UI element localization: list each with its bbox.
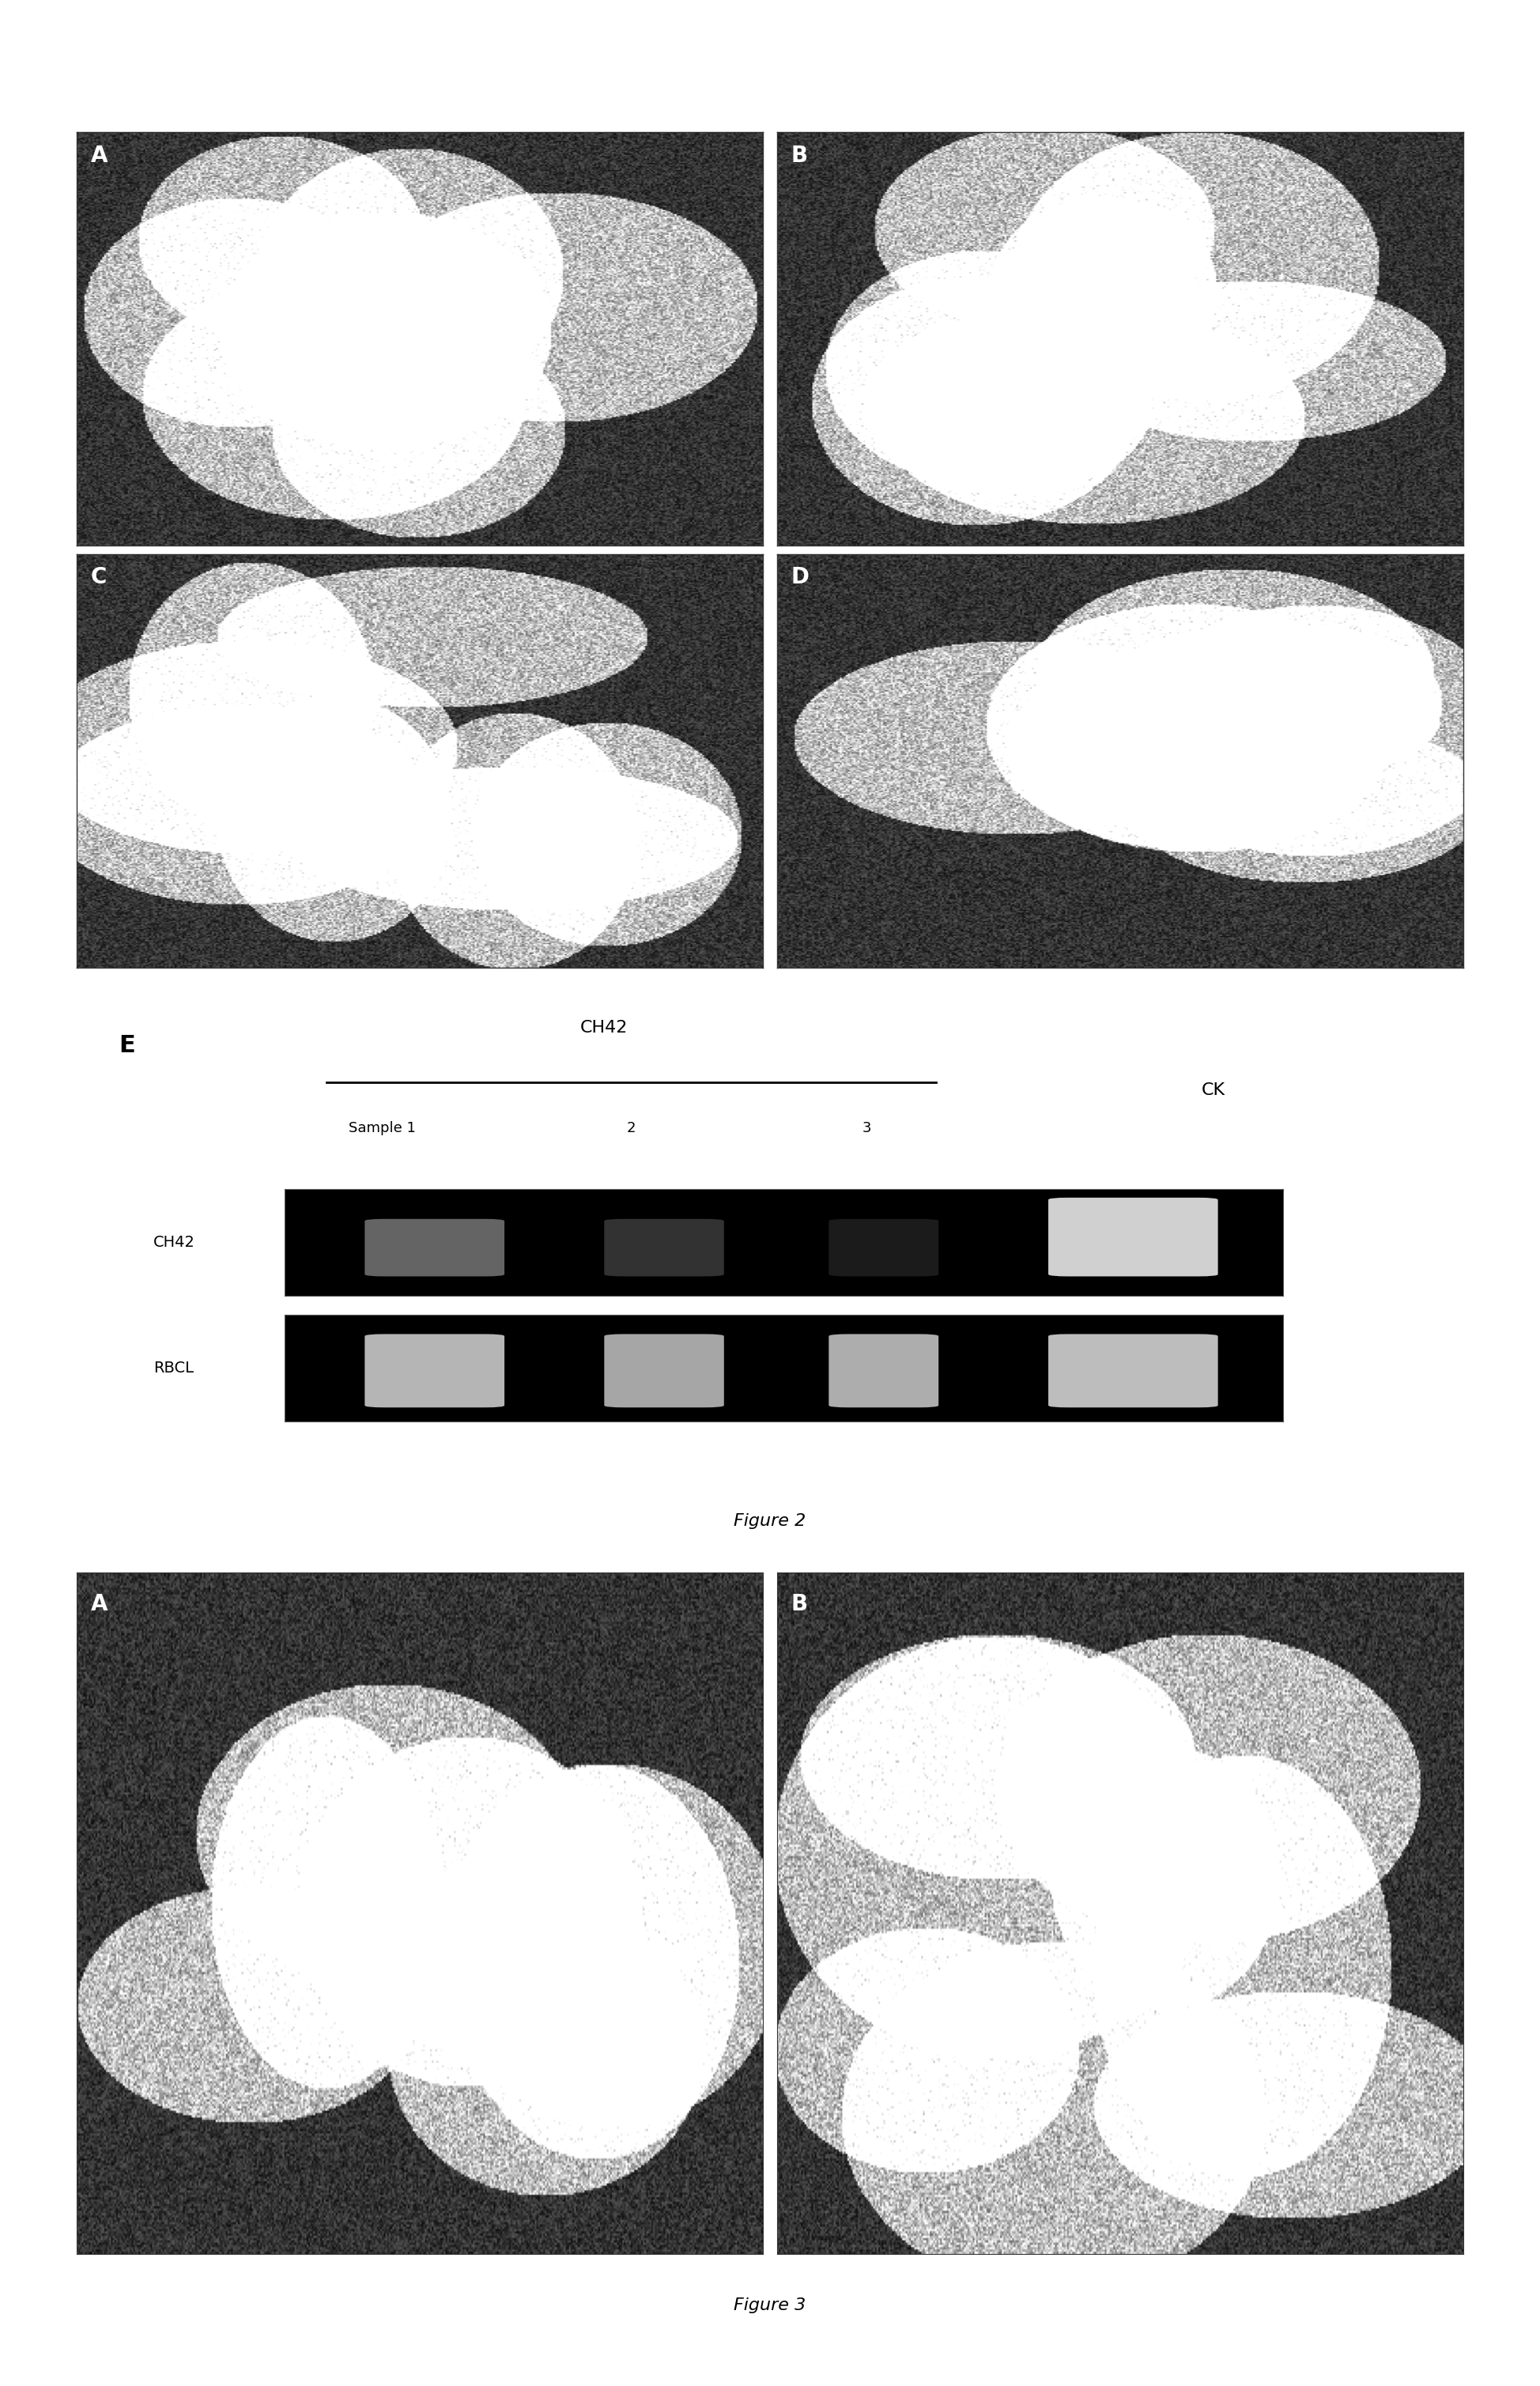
Text: A: A	[91, 146, 108, 167]
Text: RBCL: RBCL	[154, 1360, 194, 1377]
Text: C: C	[91, 565, 106, 589]
Text: Figure 2: Figure 2	[735, 1513, 805, 1529]
Text: Figure 3: Figure 3	[735, 2298, 805, 2312]
Text: B: B	[790, 1594, 807, 1615]
Text: A: A	[91, 1594, 108, 1615]
Text: D: D	[790, 565, 808, 589]
Text: 2: 2	[627, 1121, 636, 1136]
Text: E: E	[119, 1033, 136, 1057]
Text: B: B	[790, 146, 807, 167]
Text: CH42: CH42	[581, 1019, 627, 1036]
Text: 3: 3	[862, 1121, 872, 1136]
Text: Sample 1: Sample 1	[348, 1121, 416, 1136]
Text: CK: CK	[1201, 1083, 1226, 1098]
Text: CH42: CH42	[152, 1236, 196, 1250]
